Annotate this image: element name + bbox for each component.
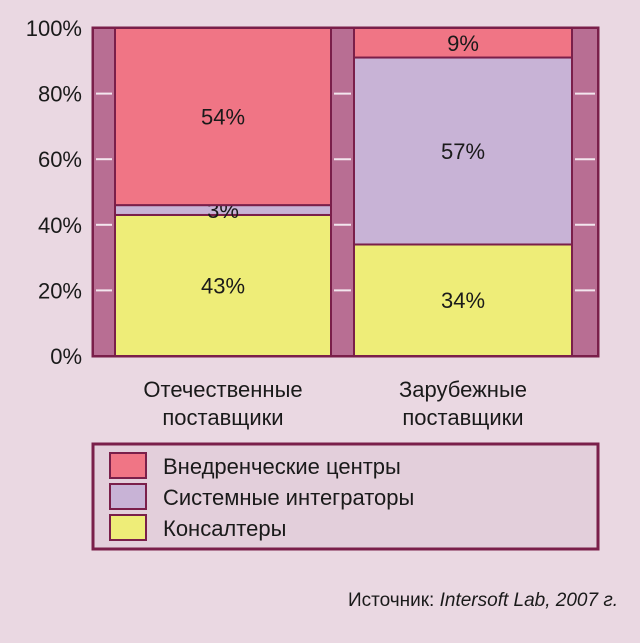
legend-entry: Внедренческие центры — [163, 454, 401, 479]
category-label: Зарубежные поставщики — [399, 377, 527, 430]
source-italic: Intersoft Lab, 2007 г. — [440, 590, 618, 611]
axis-strip-1 — [92, 27, 116, 357]
x-axis: Отечественные поставщики Зарубежные поставщ… — [143, 377, 527, 430]
legend-swatch — [109, 514, 147, 541]
source-note: Источник: Intersoft Lab, 2007 г. — [348, 590, 618, 611]
data-label: 43% — [201, 273, 245, 298]
bar-segment — [353, 243, 573, 357]
y-tick-label: 60% — [38, 147, 82, 172]
y-tick-label: 0% — [50, 344, 82, 369]
data-label: 57% — [441, 139, 485, 164]
axis-strip-2 — [330, 27, 355, 357]
data-label: 34% — [441, 288, 485, 313]
y-tick-label: 40% — [38, 213, 82, 238]
y-tick-label: 80% — [38, 82, 82, 107]
y-tick-label: 20% — [38, 278, 82, 303]
bar-segment — [114, 27, 332, 207]
legend-box — [91, 442, 600, 551]
data-label: 54% — [201, 105, 245, 130]
axis-strip-3 — [571, 27, 599, 357]
source-prefix: Источник: — [348, 590, 440, 611]
bars: 43%3%54%34%57%9% — [114, 27, 573, 357]
legend: Внедренческие центры Системные интегратор… — [91, 442, 600, 551]
legend-entry: Системные интеграторы — [163, 485, 414, 510]
legend-swatch — [109, 483, 147, 510]
legend-entry: Консалтеры — [163, 516, 286, 541]
category-label: Отечественные поставщики — [143, 377, 302, 430]
bar-segment — [114, 213, 332, 357]
legend-swatch — [109, 452, 147, 479]
y-tick-label: 100% — [26, 16, 82, 41]
y-axis: 0% 20% 40% 60% 80% 100% — [26, 16, 82, 369]
data-label: 9% — [447, 31, 479, 56]
bar-segment — [353, 56, 573, 246]
bar-segment — [353, 27, 573, 59]
